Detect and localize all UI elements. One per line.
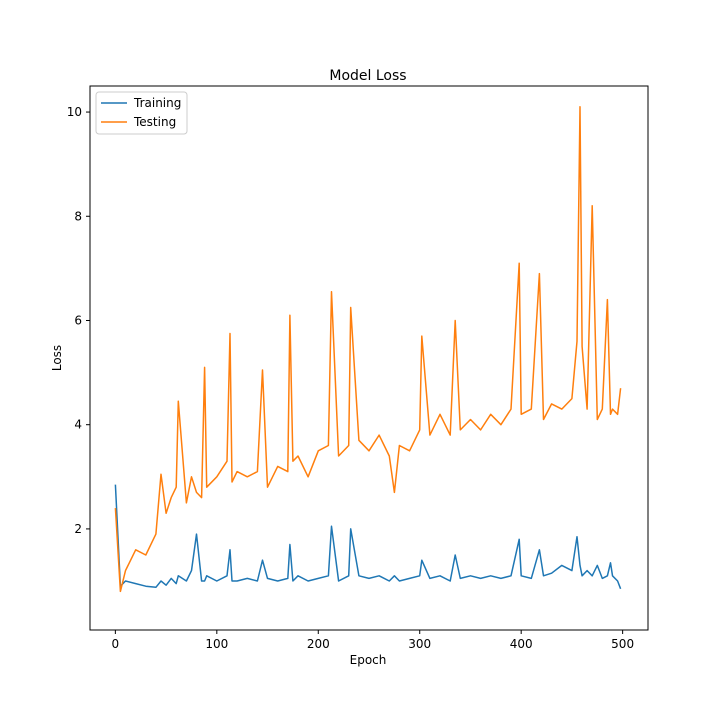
- legend-label-testing: Testing: [133, 115, 176, 129]
- plot-frame: [89, 85, 649, 631]
- legend: Training Testing: [95, 91, 188, 135]
- series-line-training: [114, 484, 622, 590]
- y-tick-label: 4: [74, 418, 82, 432]
- x-tick-label: 0: [112, 637, 120, 651]
- series-line-testing: [114, 106, 622, 593]
- x-tick-label: 500: [611, 637, 634, 651]
- y-tick-label: 2: [74, 522, 82, 536]
- x-tick-label: 300: [408, 637, 431, 651]
- x-axis-ticks: 0 100 200 300 400 500: [112, 630, 634, 651]
- x-tick-label: 400: [510, 637, 533, 651]
- x-axis-label: Epoch: [350, 653, 387, 667]
- x-tick-label: 100: [205, 637, 228, 651]
- chart-title: Model Loss: [329, 68, 406, 84]
- y-tick-label: 8: [74, 209, 82, 223]
- y-tick-label: 6: [74, 313, 82, 327]
- plot-area: [89, 85, 649, 631]
- y-axis-label: Loss: [50, 345, 64, 371]
- legend-label-training: Training: [133, 96, 181, 110]
- x-tick-label: 200: [307, 637, 330, 651]
- y-axis-ticks: 2 4 6 8 10: [67, 105, 90, 536]
- y-tick-label: 10: [67, 105, 82, 119]
